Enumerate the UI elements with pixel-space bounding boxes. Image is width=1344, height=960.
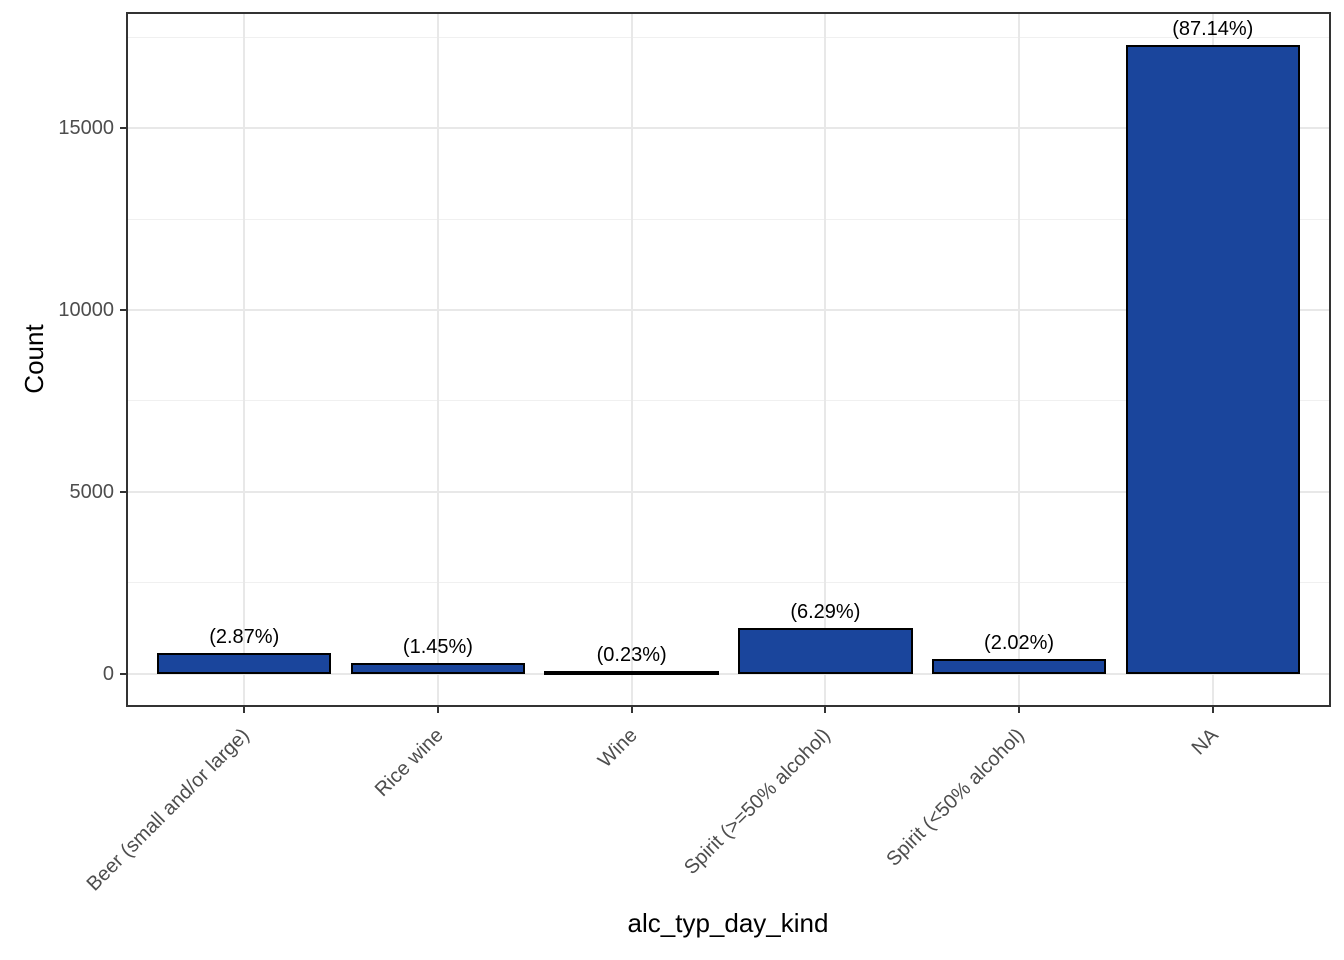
bar-value-label: (2.02%) — [984, 632, 1055, 654]
y-tick-label: 15000 — [58, 117, 114, 140]
gridline-vertical — [824, 14, 827, 705]
gridline-minor — [128, 400, 1329, 402]
bar-value-label: (0.23%) — [596, 643, 667, 666]
y-tick-mark — [120, 127, 128, 130]
y-tick-mark — [120, 672, 128, 675]
y-tick-label: 5000 — [69, 480, 115, 503]
x-tick-label: Wine — [593, 724, 642, 773]
gridline-major — [128, 672, 1329, 675]
gridline-minor — [128, 218, 1329, 220]
x-tick-mark — [243, 705, 246, 713]
gridline-minor — [128, 582, 1329, 584]
bar-5 — [931, 659, 1107, 674]
bar-1 — [157, 652, 332, 674]
x-tick-label: Rice wine — [370, 724, 448, 802]
gridline-major — [128, 490, 1329, 493]
y-tick-mark — [120, 490, 128, 493]
y-axis-title: Count — [19, 324, 49, 394]
gridline-vertical — [436, 14, 439, 705]
x-tick-label: Spirit (<50% alcohol) — [882, 724, 1029, 871]
x-tick-label: NA — [1187, 724, 1223, 760]
plot-panel: (2.87%) (1.45%) (0.23%) (6.29%) (2.02%) (87.1… — [126, 12, 1331, 707]
bar-value-label: (2.87%) — [209, 625, 280, 648]
gridline-major — [128, 127, 1329, 130]
y-tick-mark — [120, 309, 128, 312]
bar-value-label: (6.29%) — [790, 601, 861, 624]
x-tick-label: Beer (small and/or large) — [82, 724, 254, 896]
x-tick-mark — [1018, 705, 1021, 713]
y-tick-label: 0 — [102, 662, 114, 685]
bar-4 — [738, 628, 913, 674]
x-tick-mark — [436, 705, 439, 713]
gridline-vertical — [630, 14, 633, 705]
bar-value-label: (87.14%) — [1172, 18, 1254, 41]
x-tick-mark — [1211, 705, 1214, 713]
gridline-minor — [128, 36, 1329, 38]
y-tick-label: 10000 — [58, 299, 114, 322]
gridline-vertical — [243, 14, 246, 705]
x-tick-label: Spirit (>=50% alcohol) — [680, 724, 836, 879]
x-tick-mark — [824, 705, 827, 713]
x-tick-mark — [630, 705, 633, 713]
gridline-vertical — [1018, 14, 1021, 705]
bar-3 — [544, 670, 719, 675]
bar-value-label: (1.45%) — [402, 636, 473, 659]
gridline-major — [128, 309, 1329, 312]
bar-6 — [1125, 45, 1300, 674]
bar-2 — [350, 663, 526, 674]
x-axis-title: alc_typ_day_kind — [627, 908, 829, 938]
